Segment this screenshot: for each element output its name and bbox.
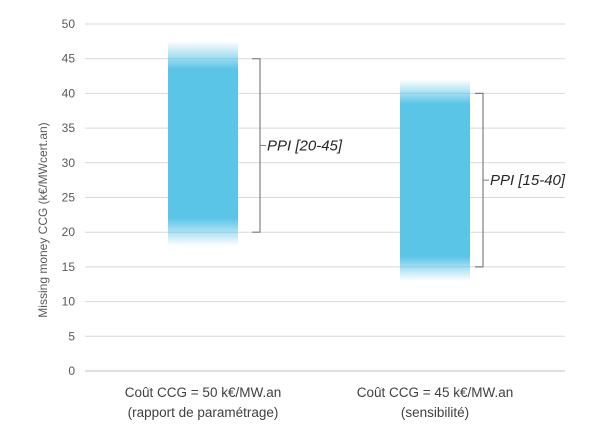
range-bar	[168, 41, 238, 247]
range-annotation: PPI [20-45]	[267, 137, 343, 154]
x-category-line: Coût CCG = 45 k€/MW.an	[357, 385, 513, 400]
gridlines	[85, 23, 565, 372]
y-tick-label: 45	[62, 52, 76, 66]
y-tick-label: 50	[62, 17, 76, 31]
bars	[168, 41, 470, 281]
y-axis-ticks: 0 5 10 15 20 25 30 35 40 45 50	[62, 17, 76, 378]
x-axis-categories: Coût CCG = 50 k€/MW.an (rapport de paramé…	[125, 385, 513, 420]
y-tick-label: 25	[62, 191, 76, 205]
y-axis-label: Missing money CCG (k€/MWcert.an)	[36, 122, 50, 317]
x-category-line: (sensibilité)	[401, 405, 469, 420]
y-tick-label: 40	[62, 86, 76, 100]
range-bracket	[475, 92, 484, 268]
x-category-line: Coût CCG = 50 k€/MW.an	[125, 385, 281, 400]
y-tick-label: 0	[68, 364, 75, 378]
y-tick-label: 10	[62, 295, 76, 309]
range-bar	[400, 79, 470, 281]
x-category-label: Coût CCG = 50 k€/MW.an (rapport de paramé…	[125, 385, 281, 420]
y-tick-label: 15	[62, 260, 76, 274]
y-tick-label: 30	[62, 156, 76, 170]
range-brackets: PPI [20-45] PPI [15-40]	[252, 58, 566, 268]
range-bracket	[252, 58, 261, 233]
y-tick-label: 35	[62, 121, 76, 135]
range-annotation: PPI [15-40]	[490, 172, 566, 189]
y-tick-label: 20	[62, 225, 76, 239]
x-category-line: (rapport de paramétrage)	[128, 405, 279, 420]
x-category-label: Coût CCG = 45 k€/MW.an (sensibilité)	[357, 385, 513, 420]
y-tick-label: 5	[68, 329, 75, 343]
